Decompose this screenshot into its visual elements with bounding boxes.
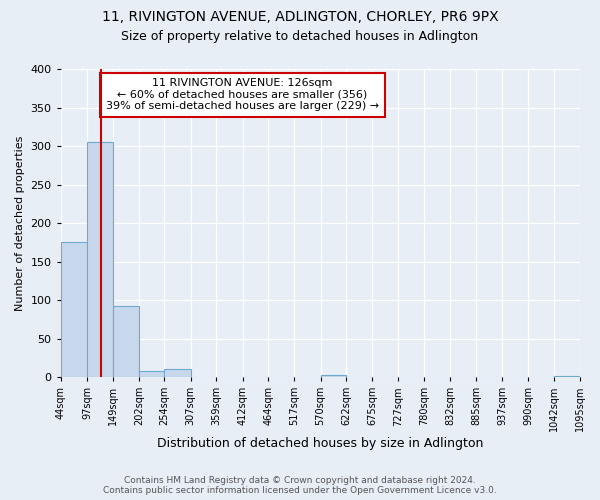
- Bar: [554, 376, 580, 377]
- X-axis label: Distribution of detached houses by size in Adlington: Distribution of detached houses by size …: [157, 437, 484, 450]
- Bar: [61, 242, 87, 377]
- Bar: [113, 306, 139, 377]
- Bar: [87, 142, 113, 377]
- Y-axis label: Number of detached properties: Number of detached properties: [15, 136, 25, 310]
- Text: 11, RIVINGTON AVENUE, ADLINGTON, CHORLEY, PR6 9PX: 11, RIVINGTON AVENUE, ADLINGTON, CHORLEY…: [101, 10, 499, 24]
- Bar: [320, 374, 346, 377]
- Text: 11 RIVINGTON AVENUE: 126sqm
← 60% of detached houses are smaller (356)
39% of se: 11 RIVINGTON AVENUE: 126sqm ← 60% of det…: [106, 78, 379, 112]
- Text: Size of property relative to detached houses in Adlington: Size of property relative to detached ho…: [121, 30, 479, 43]
- Text: Contains HM Land Registry data © Crown copyright and database right 2024.
Contai: Contains HM Land Registry data © Crown c…: [103, 476, 497, 495]
- Bar: [139, 371, 164, 377]
- Bar: [164, 370, 191, 377]
